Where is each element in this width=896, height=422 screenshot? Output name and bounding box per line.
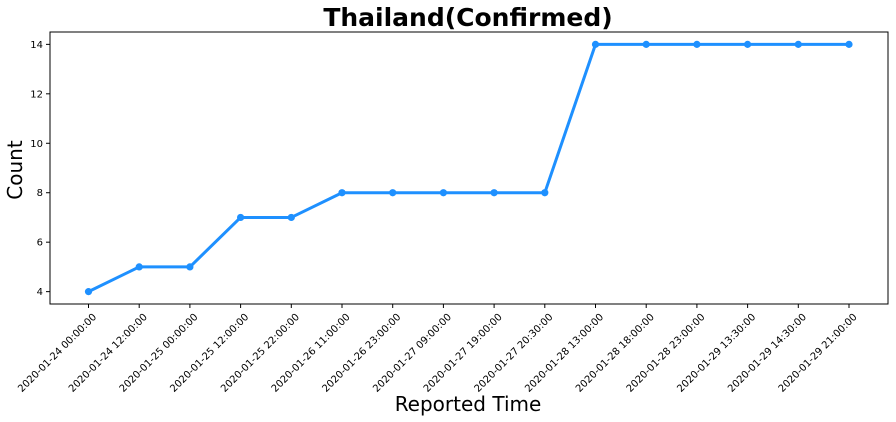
data-point [541, 189, 549, 197]
y-tick-label: 8 [37, 188, 43, 199]
y-tick-label: 4 [37, 287, 43, 298]
y-tick-label: 12 [30, 89, 43, 100]
data-points [84, 40, 853, 296]
data-point [591, 40, 600, 48]
data-point [490, 189, 498, 197]
plot-area-frame [49, 31, 889, 305]
series-line [87, 42, 849, 293]
y-axis: 4 6 8 10 12 14 [30, 40, 50, 298]
y-tick-label: 6 [37, 238, 43, 249]
x-axis-label: Reported Time [395, 392, 542, 416]
data-point [439, 189, 447, 197]
y-tick-label: 14 [30, 40, 43, 51]
data-point [338, 189, 346, 197]
data-point [237, 213, 245, 222]
data-point [135, 263, 143, 271]
data-point [84, 288, 93, 296]
chart-title: Thailand(Confirmed) [323, 3, 612, 32]
data-point [693, 40, 701, 48]
data-point [287, 213, 295, 222]
data-point [186, 263, 194, 271]
data-point [642, 40, 650, 48]
data-point [794, 40, 802, 48]
y-tick-label: 10 [30, 139, 43, 150]
data-point [845, 40, 853, 48]
y-axis-label: Count [3, 140, 27, 200]
data-point [744, 40, 752, 48]
data-point [389, 189, 397, 197]
